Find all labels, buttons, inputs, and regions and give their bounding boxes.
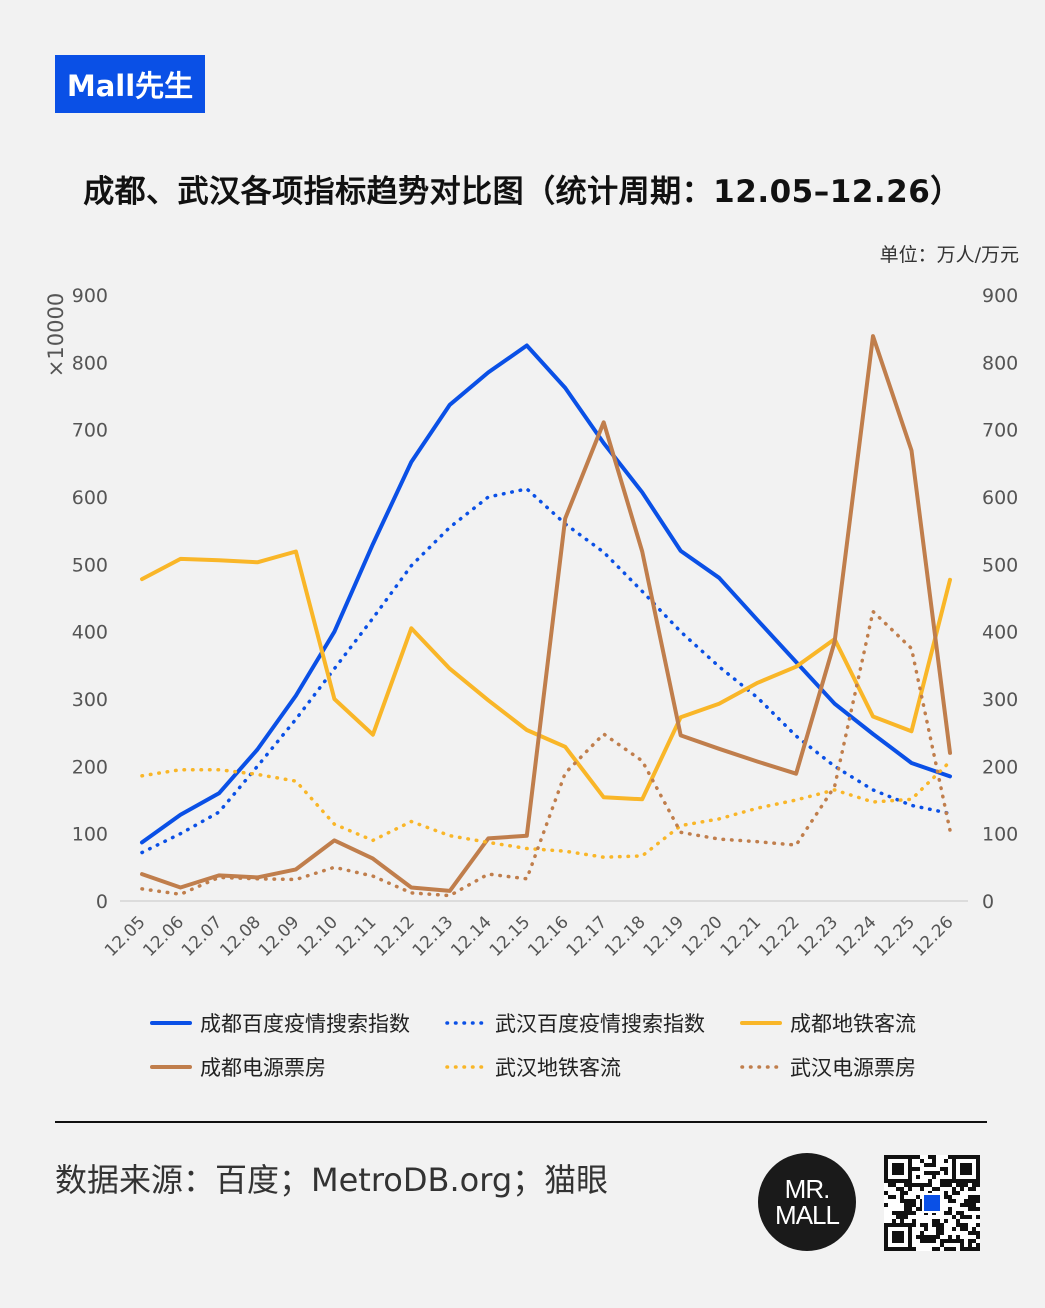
- x-tick-label: 12.13: [409, 912, 458, 961]
- legend-item: 成都地铁客流: [740, 1008, 916, 1038]
- x-tick-label: 12.17: [563, 912, 612, 961]
- legend-label: 成都地铁客流: [790, 1012, 916, 1036]
- logo-line-2: MALL: [775, 1200, 840, 1230]
- x-tick-label: 12.08: [216, 912, 265, 961]
- data-source: 数据来源：百度；MetroDB.org；猫眼: [55, 1161, 609, 1199]
- y-tick-label-left: 300: [72, 689, 108, 711]
- y-tick-label-right: 800: [982, 352, 1018, 374]
- y-tick-label-right: 700: [982, 420, 1018, 442]
- x-tick-label: 12.22: [755, 912, 804, 961]
- y-tick-label-left: 100: [72, 824, 108, 846]
- legend-item: 成都电源票房: [150, 1052, 326, 1082]
- y-tick-label-left: 600: [72, 487, 108, 509]
- chart-title: 成都、武汉各项指标趋势对比图（统计周期：12.05–12.26）: [83, 174, 962, 210]
- x-tick-label: 12.21: [717, 912, 766, 961]
- y-tick-label-left: 900: [72, 285, 108, 307]
- x-tick-label: 12.19: [640, 912, 689, 961]
- legend-label: 成都电源票房: [200, 1056, 326, 1080]
- legend-swatch: [150, 1021, 192, 1025]
- y-tick-label-left: 700: [72, 420, 108, 442]
- y-tick-label-right: 600: [982, 487, 1018, 509]
- y-tick-label-left: 800: [72, 352, 108, 374]
- y-tick-label-right: 400: [982, 622, 1018, 644]
- x-tick-label: 12.09: [255, 912, 304, 961]
- divider: [55, 1121, 987, 1123]
- y-tick-label-left: 200: [72, 756, 108, 778]
- series-line-2: [140, 487, 952, 855]
- y-tick-label-left: 400: [72, 622, 108, 644]
- x-tick-label: 12.10: [293, 912, 342, 961]
- x-tick-label: 12.15: [486, 912, 535, 961]
- legend-label: 成都百度疫情搜索指数: [200, 1012, 410, 1036]
- legend-item: 武汉百度疫情搜索指数: [445, 1008, 705, 1038]
- y-tick-label-right: 900: [982, 285, 1018, 307]
- qr-code-icon: [884, 1155, 980, 1251]
- y-tick-label-right: 300: [982, 689, 1018, 711]
- series-line-6: [140, 609, 952, 898]
- logo-line-1: MR.: [784, 1174, 831, 1204]
- legend-swatch: [150, 1065, 192, 1069]
- legend-label: 武汉地铁客流: [495, 1056, 621, 1080]
- legend-item: 成都百度疫情搜索指数: [150, 1008, 410, 1038]
- x-tick-label: 12.07: [178, 912, 227, 961]
- y-tick-label-right: 500: [982, 554, 1018, 576]
- brand-label: Mall先生: [66, 69, 194, 103]
- legend-swatch: [740, 1021, 782, 1025]
- x-tick-label: 12.23: [794, 912, 843, 961]
- series-line-1: [140, 343, 952, 845]
- series-line-4: [140, 334, 952, 893]
- brand-badge: Mall先生: [55, 55, 205, 113]
- x-tick-label: 12.05: [101, 912, 150, 961]
- x-tick-label: 12.25: [871, 912, 920, 961]
- y-tick-label-right: 0: [982, 891, 994, 913]
- x-tick-label: 12.26: [909, 912, 958, 961]
- x-tick-label: 12.24: [832, 912, 881, 961]
- legend-swatch: [445, 1021, 487, 1025]
- series-line-3: [140, 549, 952, 802]
- unit-label: 单位：万人/万元: [879, 244, 1019, 266]
- legend-label: 武汉电源票房: [790, 1056, 916, 1080]
- series-line-5: [140, 759, 952, 859]
- mr-mall-logo: MR. MALL: [758, 1153, 856, 1251]
- legend-item: 武汉电源票房: [740, 1052, 916, 1082]
- x-tick-label: 12.18: [601, 912, 650, 961]
- legend-label: 武汉百度疫情搜索指数: [495, 1012, 705, 1036]
- y-tick-label-right: 100: [982, 824, 1018, 846]
- x-tick-label: 12.20: [678, 912, 727, 961]
- legend-item: 武汉地铁客流: [445, 1052, 621, 1082]
- y-tick-label-right: 200: [982, 756, 1018, 778]
- x-tick-label: 12.11: [332, 912, 381, 961]
- y-tick-label-left: 0: [96, 891, 108, 913]
- legend-swatch: [740, 1065, 782, 1069]
- y-axis-label: ×10000: [44, 293, 68, 377]
- y-tick-label-left: 500: [72, 554, 108, 576]
- x-tick-label: 12.14: [447, 912, 496, 961]
- line-chart: 0 0 100 100 200 200 300 300 400 400 500 500 600 600 70…: [44, 285, 1018, 961]
- x-tick-label: 12.12: [370, 912, 419, 961]
- x-tick-label: 12.06: [139, 912, 188, 961]
- legend-swatch: [445, 1065, 487, 1069]
- x-tick-label: 12.16: [524, 912, 573, 961]
